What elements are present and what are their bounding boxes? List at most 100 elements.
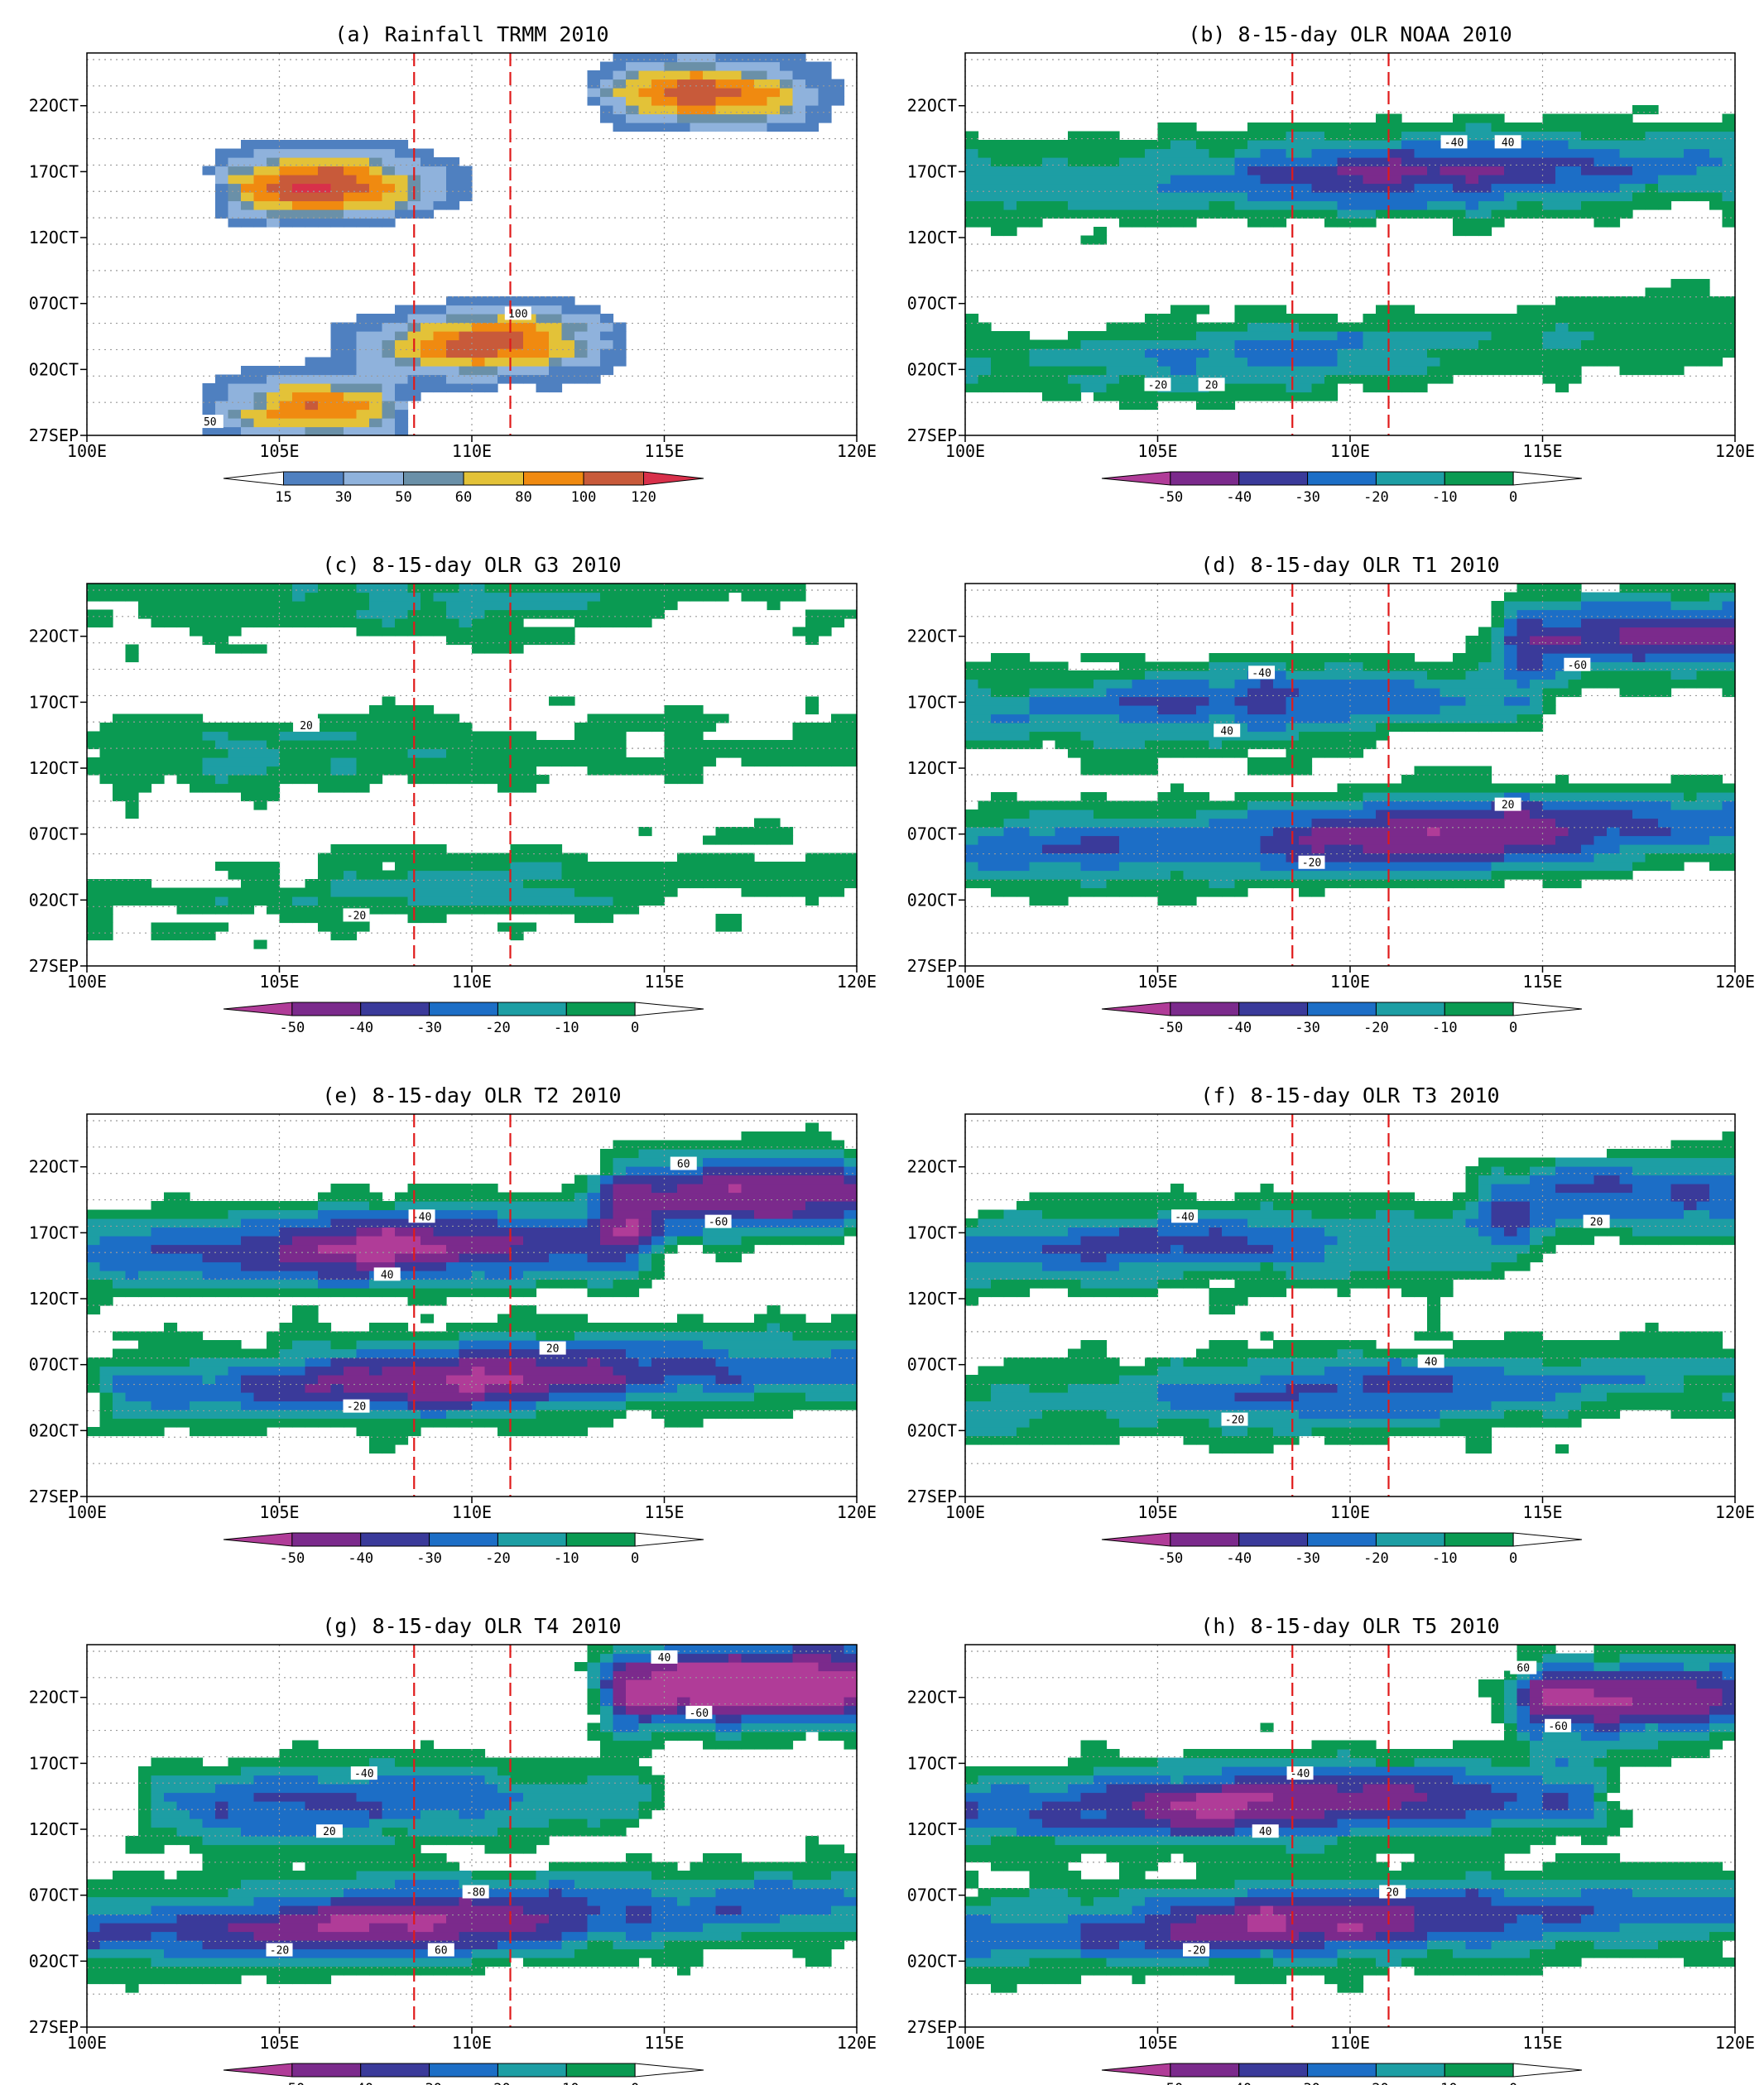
field-cell (99, 731, 113, 741)
field-cell (1401, 140, 1416, 150)
field-cell (1401, 200, 1416, 210)
field-cell (1080, 731, 1094, 741)
field-cell (1093, 357, 1108, 367)
field-cell (677, 123, 691, 132)
field-cell (1363, 166, 1377, 175)
field-cell (125, 1410, 139, 1420)
field-cell (1568, 809, 1582, 819)
field-cell (1516, 123, 1531, 132)
field-cell (1427, 862, 1441, 872)
field-cell (561, 627, 575, 637)
field-cell (202, 1340, 216, 1350)
field-cell (253, 1279, 267, 1289)
field-cell (1093, 374, 1108, 384)
field-cell (1619, 688, 1633, 698)
field-cell (1632, 792, 1646, 802)
field-cell (1196, 140, 1210, 150)
field-cell (1593, 123, 1608, 132)
field-cell (164, 1375, 178, 1385)
field-cell (1709, 809, 1723, 819)
field-cell (1017, 879, 1031, 889)
field-cell (1645, 157, 1659, 167)
field-cell (1401, 123, 1416, 132)
field-cell (1222, 818, 1236, 828)
field-cell (1568, 870, 1582, 880)
contour-label-bg (1564, 657, 1591, 671)
field-cell (1119, 809, 1133, 819)
field-cell (1453, 862, 1467, 872)
field-cell (1722, 131, 1736, 141)
field-cell (1055, 140, 1069, 150)
field-cell (446, 192, 460, 202)
field-cell (792, 870, 806, 880)
field-cell (1080, 383, 1094, 393)
field-cell (421, 200, 435, 210)
field-cell (1337, 792, 1351, 802)
field-cell (1363, 853, 1377, 862)
field-cell (87, 1427, 101, 1437)
field-cell (87, 757, 101, 767)
field-cell (472, 314, 486, 324)
field-cell (1196, 200, 1210, 210)
field-cell (1170, 827, 1185, 837)
field-cell (330, 723, 344, 733)
field-cell (151, 1410, 165, 1420)
field-cell (728, 835, 743, 845)
field-cell (1157, 835, 1171, 845)
field-cell (125, 1227, 139, 1237)
field-cell (395, 748, 409, 758)
field-cell (664, 731, 678, 741)
y-tick-label: 17OCT (29, 692, 79, 712)
field-cell (1068, 827, 1082, 837)
field-cell (690, 584, 704, 593)
field-cell (1299, 766, 1313, 776)
field-cell (613, 70, 627, 80)
field-cell (1260, 140, 1274, 150)
field-cell (523, 757, 537, 767)
field-cell (1042, 705, 1056, 715)
field-cell (1145, 862, 1159, 872)
field-cell (1003, 140, 1017, 150)
field-cell (690, 775, 704, 785)
field-cell (1645, 601, 1659, 611)
field-cell (1619, 140, 1633, 150)
field-cell (1555, 192, 1569, 202)
field-cell (459, 896, 473, 906)
field-cell (1593, 792, 1608, 802)
field-cell (472, 905, 486, 915)
field-cell (1311, 879, 1325, 889)
field-cell (1465, 783, 1479, 793)
field-cell (1581, 827, 1595, 837)
field-cell (1516, 835, 1531, 845)
field-cell (965, 192, 979, 202)
field-cell (805, 862, 820, 872)
field-cell (1401, 809, 1416, 819)
field-cell (651, 757, 666, 767)
field-cell (215, 1410, 229, 1420)
field-cell (1260, 818, 1274, 828)
field-cell (1696, 183, 1710, 193)
field-cell (690, 731, 704, 741)
field-cell (1106, 331, 1120, 341)
field-cell (805, 636, 820, 646)
field-cell (1273, 670, 1287, 680)
x-tick-label: 100E (67, 972, 107, 992)
field-cell (1504, 348, 1518, 358)
field-cell (279, 148, 293, 158)
field-cell (1530, 835, 1544, 845)
field-cell (1247, 862, 1262, 872)
field-cell (1132, 748, 1146, 758)
field-cell (510, 748, 524, 758)
field-cell (176, 1218, 190, 1228)
field-cell (978, 879, 992, 889)
field-cell (459, 731, 473, 741)
field-cell (87, 1375, 101, 1385)
field-cell (1478, 835, 1492, 845)
field-cell (484, 775, 498, 785)
field-cell (484, 609, 498, 619)
field-cell (369, 766, 383, 776)
field-cell (1055, 157, 1069, 167)
field-cell (472, 775, 486, 785)
field-cell (87, 922, 101, 932)
field-cell (279, 200, 293, 210)
